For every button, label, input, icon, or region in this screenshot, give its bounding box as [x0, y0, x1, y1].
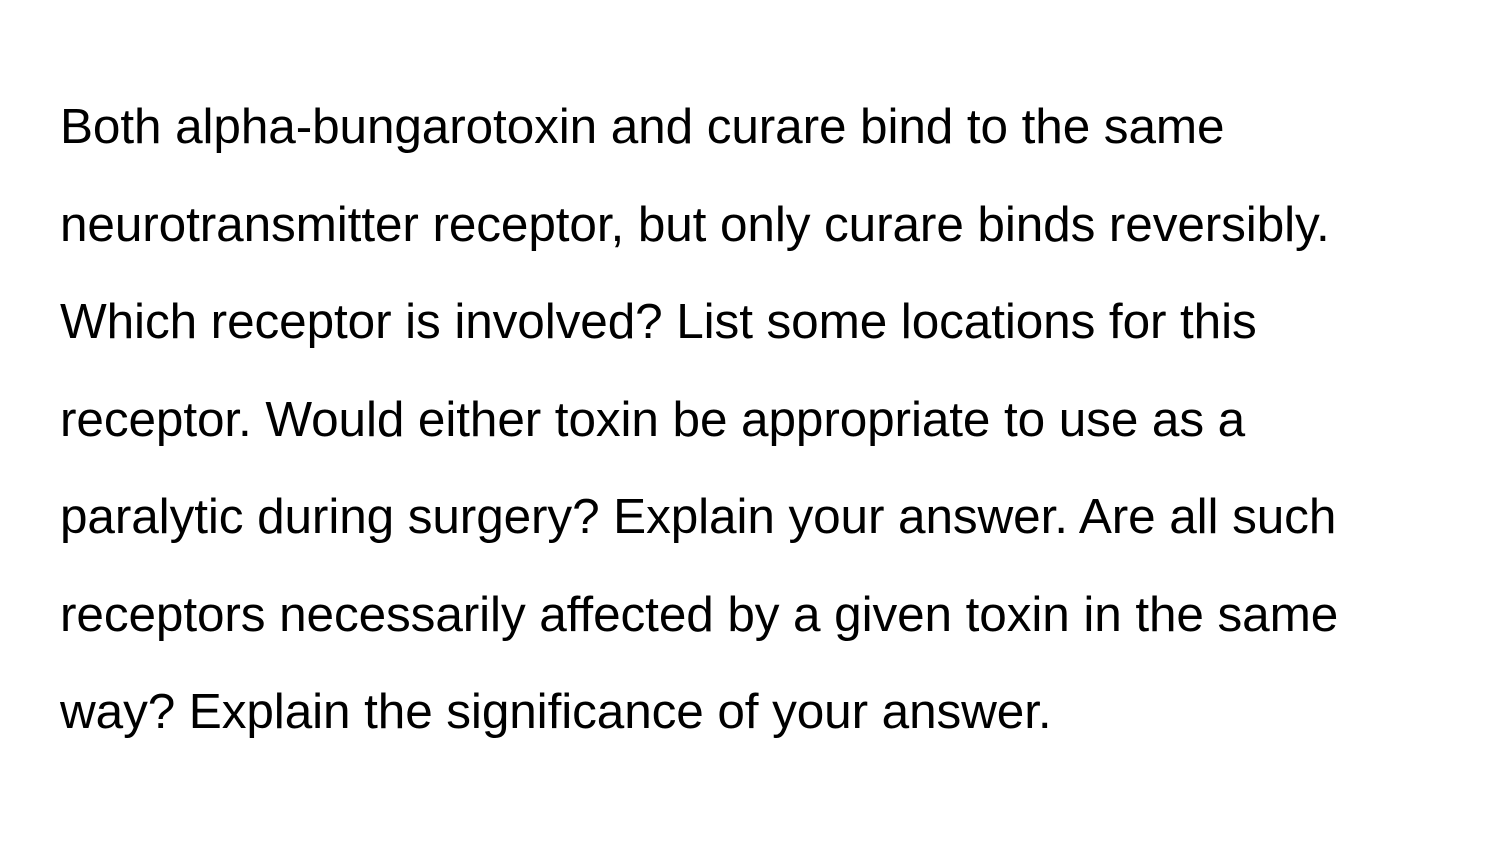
question-paragraph: Both alpha-bungarotoxin and curare bind …: [60, 78, 1440, 761]
document-page: Both alpha-bungarotoxin and curare bind …: [0, 0, 1500, 864]
